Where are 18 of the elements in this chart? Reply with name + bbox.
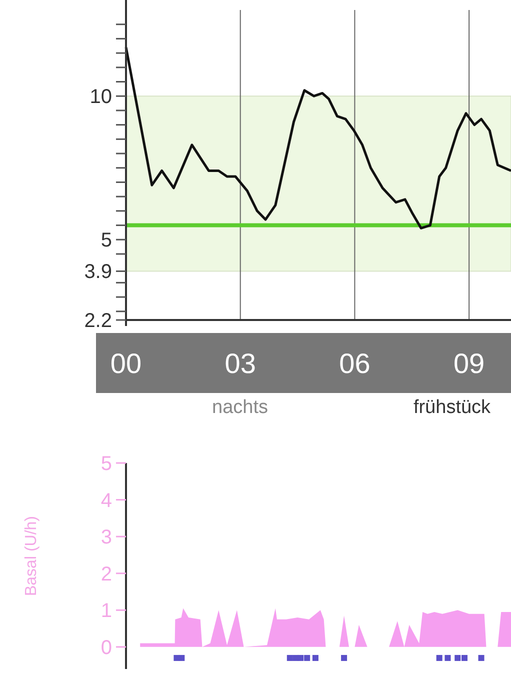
y-tick-label: 4	[100, 490, 112, 512]
x-tick-label: 03	[224, 348, 256, 379]
y-tick-label: 2.2	[84, 310, 112, 332]
text: frühstück	[413, 397, 492, 418]
y-tick-label: 3	[100, 526, 112, 549]
y-tick-label: 1	[100, 600, 112, 622]
x-tick-label: 06	[339, 348, 370, 379]
y-tick-label: 2	[100, 563, 112, 586]
y-tick-label: 5	[100, 230, 112, 252]
y-tick-label: 0	[100, 636, 112, 659]
y-tick-label: 5	[100, 453, 112, 475]
y-tick-label: 3.9	[84, 261, 112, 284]
x-tick-label: 00	[110, 348, 142, 379]
x-tick-label: 09	[453, 348, 485, 379]
line-series	[124, 46, 511, 230]
y-axis-title: Basal (U/h)	[23, 516, 40, 596]
y-tick-label: 10	[90, 86, 112, 108]
text: nachts	[212, 397, 268, 418]
